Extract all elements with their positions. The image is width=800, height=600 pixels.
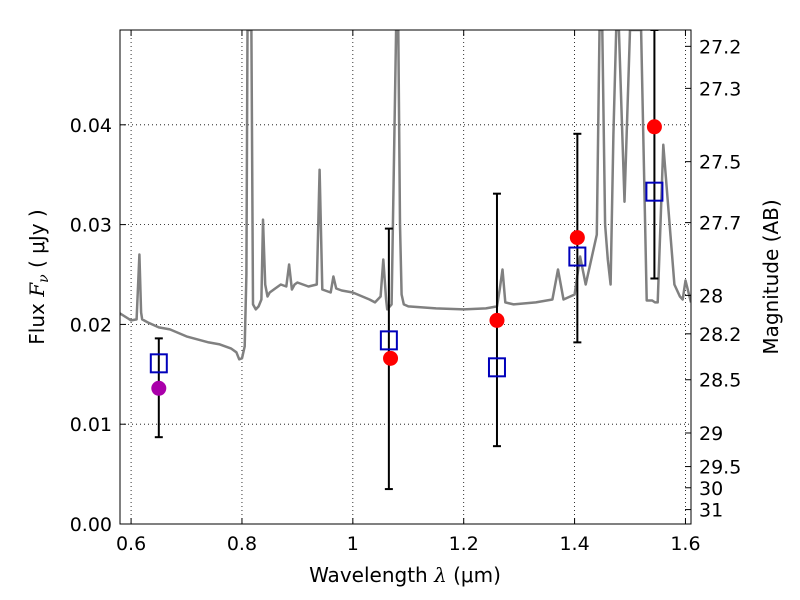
y-tick-label: 0.04 — [70, 115, 112, 137]
data-point-observed — [569, 230, 585, 246]
mag-tick-label: 30 — [699, 478, 723, 500]
model-point — [149, 353, 168, 374]
x-tick-label: 0.6 — [116, 533, 146, 555]
grid — [120, 30, 691, 525]
y-tick-label: 0.03 — [70, 215, 112, 237]
mag-tick-label: 27.5 — [699, 152, 741, 174]
spectrum-line — [120, 30, 691, 361]
mag-tick-label: 28.5 — [699, 370, 741, 392]
x-tick-label: 1 — [347, 533, 359, 555]
spectrum-layer — [120, 30, 691, 361]
y-axis-label: Flux Fν ( μJy ) — [25, 209, 52, 344]
model-point — [568, 246, 587, 267]
mag-tick-label: 27.3 — [699, 78, 741, 100]
mag-tick-label: 28 — [699, 285, 723, 307]
mag-tick-label: 27.2 — [699, 36, 741, 58]
y-tick-label: 0.00 — [70, 514, 112, 536]
plot-frame — [119, 29, 692, 525]
mag-tick-label: 31 — [699, 500, 723, 522]
right-axis-label: Magnitude (AB) — [759, 199, 783, 354]
x-tick-label: 1.4 — [559, 533, 589, 555]
x-tick-label: 1.6 — [670, 533, 700, 555]
data-point-observed — [383, 350, 399, 366]
mag-tick-label: 28.2 — [699, 324, 741, 346]
axis-ticks: 0.6 0.8 1 1.2 1.4 1.6 0.00 0.01 0.02 0.03 0.04 27.2… — [70, 30, 741, 555]
x-tick-label: 1.2 — [449, 533, 479, 555]
data-point-observed — [646, 119, 662, 135]
model-point — [487, 357, 506, 378]
errorbar-layer — [154, 30, 659, 491]
x-tick-label: 0.8 — [227, 533, 257, 555]
y-tick-label: 0.01 — [70, 414, 112, 436]
model-point — [645, 181, 664, 202]
marker-layer — [149, 119, 664, 396]
x-axis-label: Wavelength λ (μm) — [309, 563, 501, 587]
y-tick-label: 0.02 — [70, 314, 112, 336]
data-point-observed-blue-band — [151, 380, 167, 396]
data-point-observed — [489, 312, 505, 328]
mag-tick-label: 29.5 — [699, 457, 741, 479]
mag-tick-label: 29 — [699, 423, 723, 445]
mag-tick-label: 27.7 — [699, 213, 741, 235]
model-point — [379, 330, 398, 351]
